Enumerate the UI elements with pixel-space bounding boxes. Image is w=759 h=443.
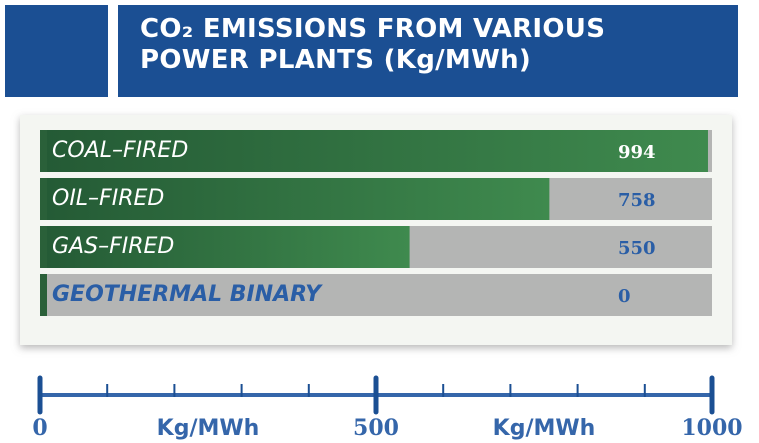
category-label: OIL–FIRED xyxy=(52,186,164,211)
bar xyxy=(40,178,550,220)
x-tick-label: 500 xyxy=(353,415,399,441)
bar-edge xyxy=(40,130,47,172)
category-label: COAL–FIRED xyxy=(52,138,188,163)
x-tick-label: 1000 xyxy=(681,415,742,441)
chart-title: CO₂ EMISSIONS FROM VARIOUS POWER PLANTS … xyxy=(140,14,606,75)
x-tick-label: 0 xyxy=(32,415,47,441)
value-label: 550 xyxy=(618,238,656,259)
value-label: 0 xyxy=(618,286,631,307)
value-label: 758 xyxy=(618,190,656,211)
bar xyxy=(40,130,708,172)
bar-track xyxy=(40,274,712,316)
category-label: GEOTHERMAL BINARY xyxy=(52,282,323,307)
x-axis-label: Kg/MWh xyxy=(493,416,596,441)
bar-edge xyxy=(40,274,47,316)
title-bar xyxy=(118,5,738,97)
title-block xyxy=(5,5,108,97)
bar-edge xyxy=(40,178,47,220)
bar xyxy=(40,226,410,268)
bar-edge xyxy=(40,226,47,268)
x-axis-label: Kg/MWh xyxy=(157,416,260,441)
value-label: 994 xyxy=(618,142,656,163)
category-label: GAS–FIRED xyxy=(52,234,174,259)
